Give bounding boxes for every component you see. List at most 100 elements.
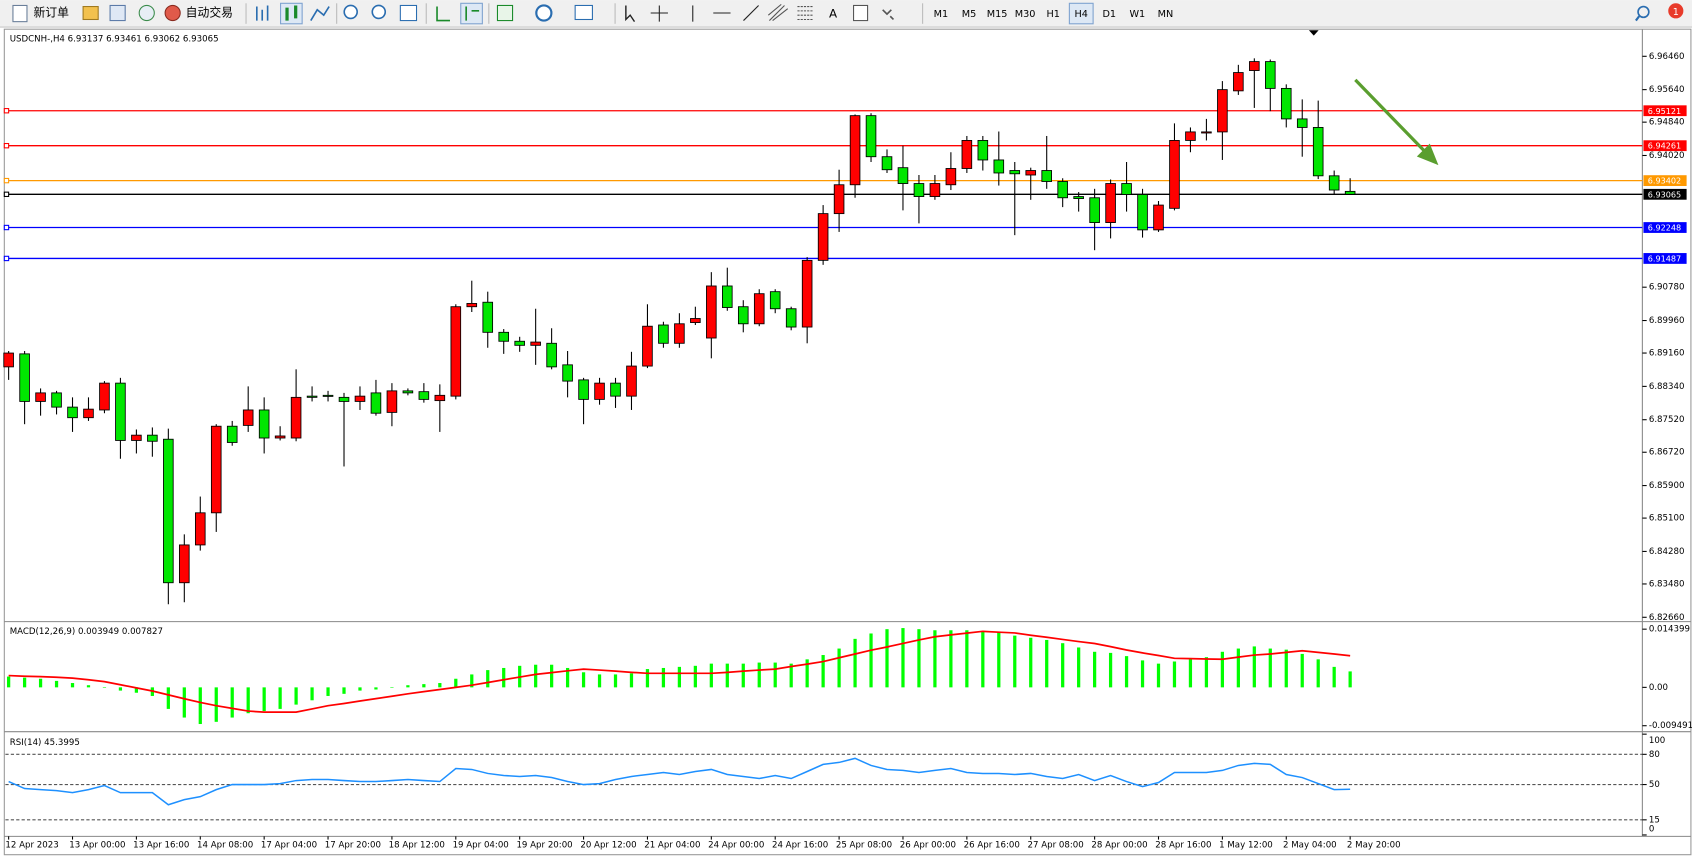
candle-body	[386, 390, 398, 413]
auto-trading-button[interactable]: 自动交易	[186, 6, 233, 20]
candle-body	[578, 379, 589, 400]
y-tick-label: 6.89160	[1649, 349, 1685, 359]
timeframe-button[interactable]: M15	[987, 9, 1008, 20]
search-button[interactable]	[1637, 5, 1650, 19]
macd-bar	[597, 674, 602, 688]
x-tick-label: 27 Apr 08:00	[1028, 840, 1084, 850]
chart-title: USDCNH-,H4 6.93137 6.93461 6.93062 6.930…	[10, 34, 219, 44]
tile-button[interactable]	[399, 4, 418, 22]
notification-badge[interactable]	[1668, 3, 1684, 19]
level-handle	[3, 224, 10, 231]
macd-bar	[1316, 659, 1320, 688]
candle-body	[1057, 181, 1068, 199]
candle-body	[993, 159, 1005, 174]
chart-shift-button[interactable]	[460, 2, 483, 25]
candle-body	[434, 394, 446, 402]
candle-body	[562, 364, 573, 382]
y-tick-label: 6.87520	[1649, 415, 1685, 425]
arrows-button[interactable]	[882, 9, 895, 21]
macd-bar	[1013, 635, 1017, 688]
candle-body	[3, 352, 14, 368]
macd-bar	[326, 687, 330, 696]
macd-bar	[374, 687, 378, 690]
macd-bar	[7, 676, 11, 688]
macd-bar	[645, 669, 650, 688]
templates-button[interactable]	[574, 4, 593, 21]
line-chart-button[interactable]	[310, 6, 330, 21]
macd-signal-line	[8, 630, 1351, 714]
periods-button[interactable]	[535, 4, 553, 22]
autoscroll-button[interactable]	[436, 6, 450, 22]
auto-trading-icon[interactable]	[164, 4, 181, 22]
level-handle	[3, 142, 10, 149]
macd-bar	[853, 638, 857, 688]
y-tick-label: 80	[1649, 750, 1660, 760]
zoom-in-button[interactable]	[343, 4, 358, 20]
candle-body	[35, 392, 46, 402]
macd-bar	[70, 683, 75, 688]
timeframe-button[interactable]: M5	[962, 9, 977, 20]
channel-button[interactable]	[767, 3, 789, 21]
candle-body	[1312, 127, 1324, 177]
candle-body	[546, 342, 557, 368]
toolbar-icon[interactable]	[138, 4, 155, 22]
macd-bar	[1124, 656, 1129, 688]
fibonacci-button[interactable]	[797, 5, 813, 21]
new-order-button[interactable]: 新订单	[33, 6, 69, 20]
timeframe-button[interactable]: M1	[934, 9, 949, 20]
crosshair-button[interactable]	[650, 5, 668, 22]
y-tick-label: 6.95640	[1649, 85, 1685, 95]
x-tick-label: 20 Apr 12:00	[580, 840, 636, 850]
candle-body	[801, 259, 813, 328]
level-price-label: 6.91487	[1648, 253, 1681, 263]
level-price-label: 6.95121	[1648, 106, 1681, 116]
macd-bar	[805, 659, 809, 688]
macd-bar	[1220, 651, 1225, 688]
y-tick-label: 6.85900	[1649, 481, 1685, 491]
indicators-button[interactable]	[496, 4, 514, 22]
timeframe-button[interactable]: D1	[1102, 9, 1116, 20]
timeframe-button[interactable]: MN	[1158, 9, 1174, 20]
text-tool-button[interactable]: A	[829, 7, 838, 21]
x-tick-label: 25 Apr 08:00	[836, 840, 892, 850]
x-tick-label: 2 May 20:00	[1347, 840, 1401, 850]
macd-bar	[182, 687, 186, 718]
timeframe-button[interactable]: H1	[1046, 9, 1059, 20]
cursor-button[interactable]	[625, 5, 636, 23]
x-tick-label: 18 Apr 12:00	[389, 840, 445, 850]
zoom-out-button[interactable]	[371, 4, 387, 20]
timeframe-button[interactable]: W1	[1129, 9, 1145, 20]
new-order-icon[interactable]	[12, 4, 28, 23]
bar-chart-button[interactable]	[256, 5, 269, 21]
candle-chart-icon[interactable]	[285, 5, 298, 21]
timeframe-button[interactable]: M30	[1015, 9, 1036, 20]
candle-body	[833, 184, 845, 215]
toolbar-icon[interactable]	[109, 4, 126, 22]
macd-bar	[693, 665, 697, 688]
macd-bar	[486, 670, 490, 688]
candle-chart-button[interactable]	[280, 2, 303, 25]
candle-body	[849, 115, 861, 186]
level-price-box	[1643, 188, 1687, 200]
timeframe-active-bg[interactable]	[1068, 2, 1094, 25]
level-price-box	[1643, 253, 1687, 264]
timeframe-button[interactable]: H4	[1074, 9, 1087, 20]
chart-shift-icon[interactable]	[465, 6, 480, 21]
trendline-button[interactable]	[743, 5, 759, 21]
toolbar-icon[interactable]	[82, 5, 99, 21]
annotation-arrowhead	[1416, 143, 1439, 166]
level-price-box	[1643, 222, 1687, 233]
macd-bar	[166, 687, 170, 709]
label-button[interactable]	[853, 4, 869, 22]
shift-marker	[1308, 30, 1319, 36]
macd-bar	[422, 684, 426, 688]
candle-body	[1217, 89, 1228, 133]
macd-bar	[278, 687, 282, 709]
macd-bar	[1188, 659, 1193, 688]
macd-bar	[1300, 653, 1304, 688]
macd-bar	[677, 666, 682, 688]
macd-bar	[406, 685, 410, 688]
macd-bar	[118, 687, 123, 691]
candle-body	[706, 285, 717, 339]
candle-body	[450, 306, 462, 397]
